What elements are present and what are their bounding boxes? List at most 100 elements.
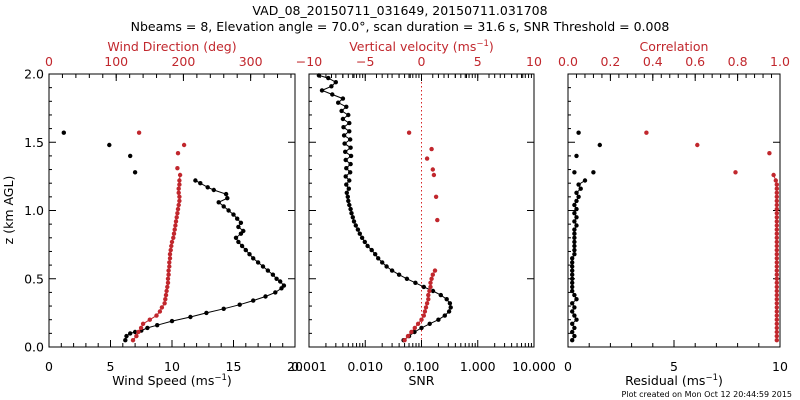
correlation-point [774,305,779,310]
residual-point [570,276,575,281]
correlation-point [771,172,776,178]
residual-point [572,243,577,249]
correlation-point [774,317,779,322]
wind-speed-point [260,264,266,269]
snr-top-tick-label: −10 [296,54,322,69]
wind-direction-point [163,292,169,298]
correlation-point [774,227,779,232]
wind-direction-point [130,338,136,343]
residual-point [570,321,575,326]
wind-direction-point [181,142,187,148]
y-axis-title: z (km AGL) [1,176,16,245]
wind-speed-point [221,204,226,209]
wind-xtick-label: 0 [45,359,53,374]
wind-speed-point [251,298,256,303]
snr-point [357,231,362,236]
residual-point [574,198,579,204]
snr-point [355,227,361,232]
snr-point [340,116,346,122]
ytick-label: 0.0 [24,340,44,355]
wind-speed-point [61,130,66,135]
wind-direction-point [177,194,182,199]
residual-point [576,130,581,135]
vertical-velocity-point [423,305,429,310]
snr-point [347,120,352,126]
snr-point [380,260,385,265]
vertical-velocity-point [424,156,430,161]
wind-speed-point [205,185,210,190]
snr-point [343,157,348,163]
wind-direction-point [154,313,159,318]
residual-point [570,288,575,294]
vertical-velocity-point [415,321,421,326]
snr-point [347,202,352,208]
wind-direction-point [173,223,178,228]
snr-top-tick-label: 10 [526,54,542,69]
residual-plot-frame [567,73,781,348]
residual-point [570,301,575,306]
wind-direction-point [159,305,165,310]
wind-speed-point [235,216,240,221]
snr-point [412,329,417,335]
wind-direction-point [166,272,171,277]
wind-direction-point [175,206,181,212]
snr-point [346,112,351,118]
residual-point [572,227,577,232]
residual-point [570,264,575,269]
wind-speed-point [241,228,246,234]
ytick-label: 1.5 [24,135,44,150]
vertical-velocity-point [433,194,439,199]
residual-xtick-label: 0 [564,359,572,374]
vertical-velocity-point [424,301,430,306]
wind-speed-point [124,333,129,339]
wind-top-axis-title: Wind Direction (deg) [107,39,236,54]
residual-point [576,194,581,199]
vertical-velocity-point [428,284,433,290]
wind-direction-point [177,182,182,187]
residual-xaxis-title-base: Residual (ms [625,373,705,388]
residual-point [574,317,579,322]
panel-snr: 0.001 0.010 0.100 1.000 10.000 SNR −10 −5 0 5 10 Ve… [291,39,556,388]
residual-point [572,313,577,318]
wind-speed-point [155,323,160,328]
snr-point [389,268,395,273]
vertical-velocity-point [412,325,417,331]
residual-point [572,325,577,331]
wind-speed-point [128,331,133,336]
snr-point [351,219,357,224]
snr-point [343,174,348,179]
residual-point [574,206,579,212]
snr-line [318,74,452,341]
wind-direction-point [172,227,177,232]
wind-speed-point [255,260,261,265]
snr-xtick-label: 0.001 [291,359,327,374]
wind-direction-point [175,151,181,156]
wind-speed-point [278,279,283,284]
wind-speed-point [231,212,236,217]
snr-xtick-label: 0.010 [347,359,383,374]
wind-direction-point [162,301,167,306]
residual-point [597,142,602,148]
vertical-velocity-point [428,280,433,285]
wind-speed-point [233,235,239,240]
correlation-point [774,260,779,265]
wind-direction-point [168,247,173,253]
wind-speed-point [132,329,138,335]
residual-point [570,260,575,265]
snr-xtick-label: 1.000 [460,359,496,374]
snr-point [348,206,353,212]
correlation-point [774,211,779,216]
snr-point [343,149,348,154]
wind-xtick-label: 20 [287,359,303,374]
residual-point [576,182,581,187]
residual-point [578,186,583,191]
residual-point [574,297,579,302]
snr-point [427,321,432,326]
snr-point [348,170,353,175]
snr-point [339,108,344,114]
wind-direction-point [167,256,173,261]
wind-direction-point [171,231,177,236]
wind-direction-point [169,239,175,245]
snr-point [344,182,349,187]
